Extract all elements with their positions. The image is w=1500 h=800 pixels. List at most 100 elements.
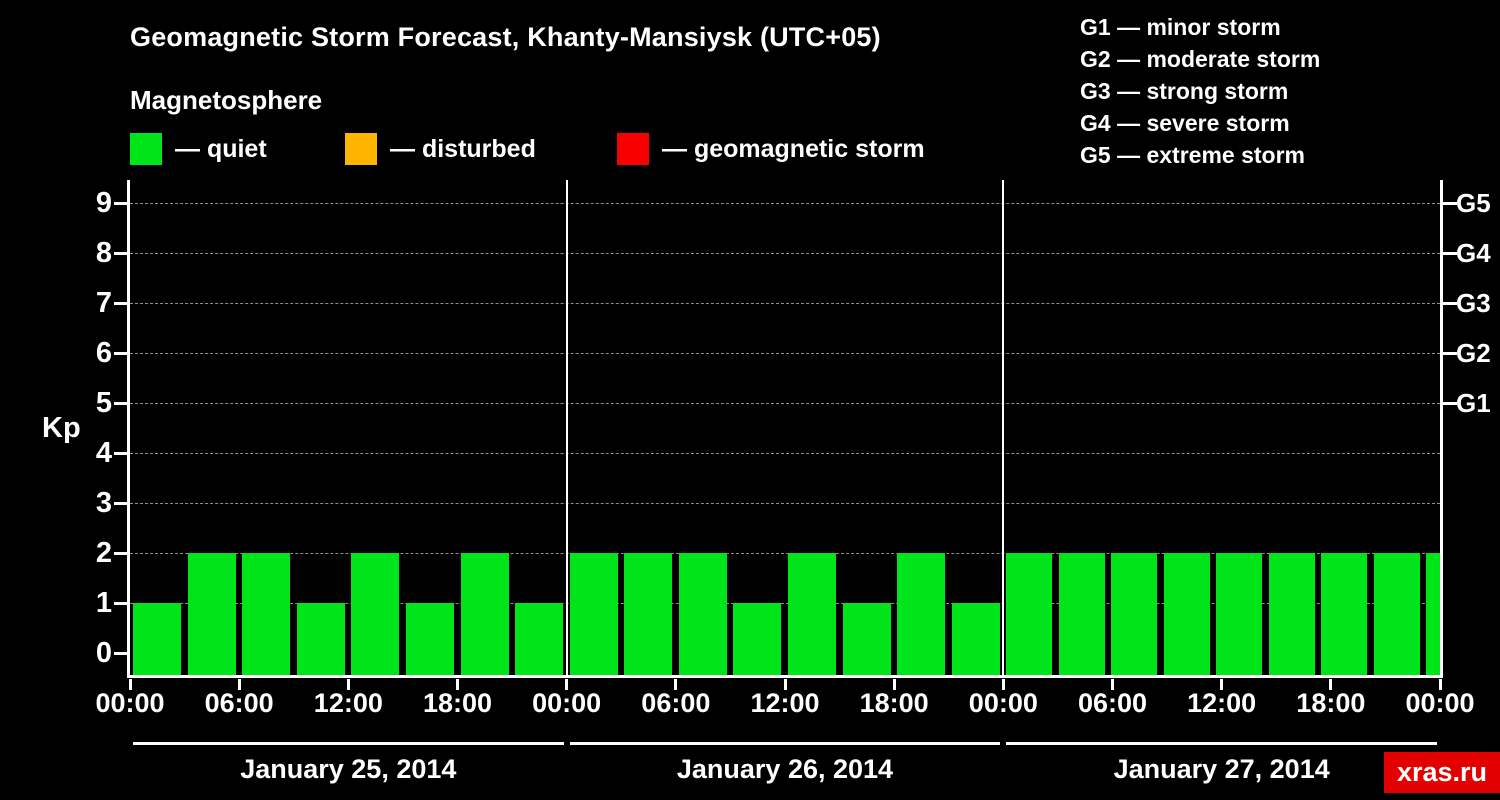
legend-item-disturbed: — disturbed [345, 132, 536, 166]
kp-bar [624, 553, 673, 675]
y-tick-right [1441, 252, 1457, 255]
x-tick [237, 679, 241, 690]
x-tick [128, 679, 132, 690]
date-bracket [133, 742, 564, 745]
x-axis-line [127, 675, 1443, 678]
legend-item-quiet: — quiet [130, 132, 267, 166]
y-tick [114, 302, 130, 305]
kp-bar [1006, 553, 1053, 675]
kp-bar [515, 603, 564, 675]
y-tick [114, 202, 130, 205]
watermark: xras.ru [1383, 752, 1500, 793]
y-tick-label: 2 [95, 537, 112, 569]
disturbed-swatch-icon [345, 133, 377, 165]
kp-bar [133, 603, 182, 675]
kp-bar [951, 603, 1000, 675]
day-separator [565, 180, 568, 675]
x-tick-label: 00:00 [968, 688, 1038, 718]
g-axis-label: G3 [1456, 288, 1491, 318]
x-tick-label: 18:00 [1296, 688, 1366, 718]
kp-bar [460, 553, 509, 675]
legend-item-storm: — geomagnetic storm [617, 132, 925, 166]
g-axis-label: G4 [1456, 238, 1491, 268]
kp-bar [788, 553, 837, 675]
kp-bar [678, 553, 727, 675]
y-tick-right [1441, 352, 1457, 355]
date-label: January 25, 2014 [240, 754, 457, 784]
y-axis-line-right [1440, 180, 1443, 678]
x-tick-label: 12:00 [1187, 688, 1257, 718]
x-tick [1111, 679, 1114, 690]
y-tick-label: 5 [95, 387, 112, 419]
y-tick-label: 6 [95, 337, 112, 369]
x-tick-label: 12:00 [750, 688, 820, 718]
x-tick [783, 679, 787, 690]
g-axis-label: G1 [1456, 388, 1491, 418]
x-tick [1329, 679, 1333, 690]
g-axis-label: G5 [1456, 188, 1491, 218]
gridline-kp-8 [130, 253, 1440, 254]
g-legend-item: G1 — minor storm [1080, 14, 1281, 40]
y-tick-label: 1 [95, 587, 112, 619]
x-tick [1438, 679, 1442, 690]
kp-bar [1321, 553, 1368, 675]
y-tick-label: 8 [95, 237, 112, 269]
gridline-kp-5 [130, 403, 1440, 404]
kp-bar [1163, 553, 1210, 675]
kp-bar [187, 553, 236, 675]
kp-bar [733, 603, 782, 675]
x-tick [346, 679, 350, 690]
x-tick [1220, 679, 1224, 690]
kp-bar [1268, 553, 1315, 675]
date-label: January 26, 2014 [676, 754, 894, 784]
page-title: Geomagnetic Storm Forecast, Khanty-Mansi… [130, 22, 881, 52]
y-tick [114, 502, 130, 505]
x-tick-label: 00:00 [532, 688, 602, 718]
x-tick-label: 12:00 [313, 688, 383, 718]
x-tick-label: 06:00 [1077, 688, 1148, 718]
y-axis-line-left [127, 180, 130, 678]
g-legend-item: G3 — strong storm [1080, 78, 1289, 104]
kp-bar [569, 553, 618, 675]
storm-swatch-icon [617, 133, 649, 165]
x-tick [892, 679, 896, 690]
x-tick [674, 679, 678, 690]
y-tick-label: 9 [95, 187, 112, 219]
y-tick-label: 7 [95, 287, 112, 319]
kp-bar [1426, 553, 1440, 675]
y-tick [114, 452, 130, 455]
y-axis-label: Kp [42, 412, 81, 444]
date-bracket [569, 742, 1001, 745]
y-tick [114, 602, 130, 605]
magnetosphere-label: Magnetosphere [130, 85, 323, 115]
x-tick [565, 679, 569, 690]
kp-bar [1111, 553, 1158, 675]
g-legend-item: G4 — severe storm [1080, 110, 1290, 136]
y-tick-label: 3 [95, 487, 112, 519]
gridline-kp-7 [130, 303, 1440, 304]
y-tick-label: 0 [95, 637, 112, 669]
x-tick-label: 06:00 [204, 688, 274, 718]
y-tick-right [1441, 402, 1457, 405]
plot-area [130, 180, 1440, 675]
x-tick-label: 00:00 [95, 688, 165, 718]
x-tick [456, 679, 459, 690]
y-tick-right [1441, 302, 1457, 305]
x-tick [1001, 679, 1005, 690]
x-tick-label: 18:00 [859, 688, 929, 718]
gridline-kp-2 [130, 553, 1440, 554]
y-tick [114, 252, 130, 255]
day-separator [1002, 180, 1005, 675]
quiet-swatch-icon [130, 133, 162, 165]
x-tick-label: 00:00 [1405, 688, 1475, 718]
kp-bar [1216, 553, 1263, 675]
g-axis-label: G2 [1456, 338, 1491, 368]
y-tick [114, 652, 130, 655]
g-legend-item: G5 — extreme storm [1080, 142, 1305, 168]
legend-label: — geomagnetic storm [662, 134, 925, 163]
date-label: January 27, 2014 [1113, 754, 1330, 784]
gridline-kp-9 [130, 203, 1440, 204]
g-legend-item: G2 — moderate storm [1080, 46, 1321, 72]
kp-bar [296, 603, 345, 675]
